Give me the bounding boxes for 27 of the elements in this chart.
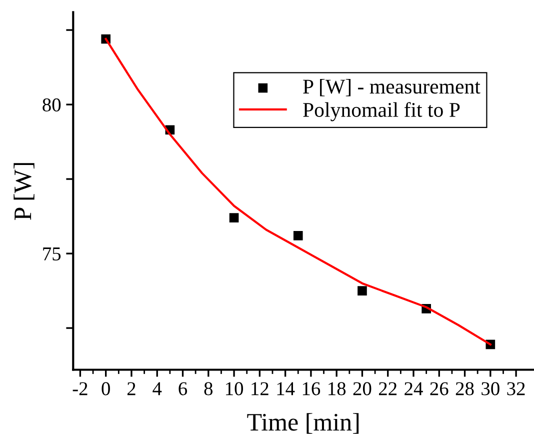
- x-tick-label: 18: [328, 382, 346, 396]
- y-tick-label: 80: [42, 98, 61, 112]
- x-axis-title: Time [min]: [247, 413, 359, 434]
- x-tick-label: 0: [102, 382, 110, 396]
- x-tick-label: 20: [353, 382, 372, 396]
- x-tick-label: 28: [456, 382, 474, 396]
- x-tick-label: 14: [277, 382, 295, 396]
- point: [293, 231, 303, 240]
- legend-label: Polynomail fit to P: [303, 102, 460, 122]
- x-tick-label: 8: [204, 382, 213, 396]
- point: [358, 286, 367, 296]
- x-tick-label: -2: [72, 382, 88, 396]
- x-tick-label: 30: [482, 382, 500, 396]
- x-tick-label: 6: [178, 382, 188, 396]
- x-tick-label: 10: [226, 382, 244, 396]
- x-tick-label: 16: [302, 382, 320, 396]
- x-tick-label: 12: [252, 382, 268, 396]
- x-tick-label: 22: [378, 382, 397, 396]
- x-tick-label: 32: [507, 382, 525, 396]
- x-tick-label: 24: [404, 382, 423, 396]
- x-tick-label: 4: [152, 382, 162, 396]
- y-axis-title: P [W]: [14, 163, 34, 220]
- x-tick-label: 26: [430, 382, 448, 396]
- legend-label: P [W] - measurement: [303, 79, 480, 96]
- y-tick-label: 75: [43, 248, 61, 260]
- point: [229, 213, 239, 222]
- x-tick-label: 2: [127, 382, 136, 396]
